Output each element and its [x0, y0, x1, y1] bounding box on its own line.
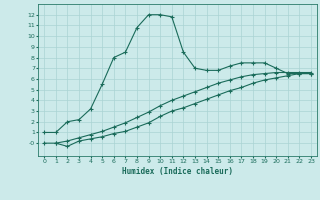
X-axis label: Humidex (Indice chaleur): Humidex (Indice chaleur)	[122, 167, 233, 176]
